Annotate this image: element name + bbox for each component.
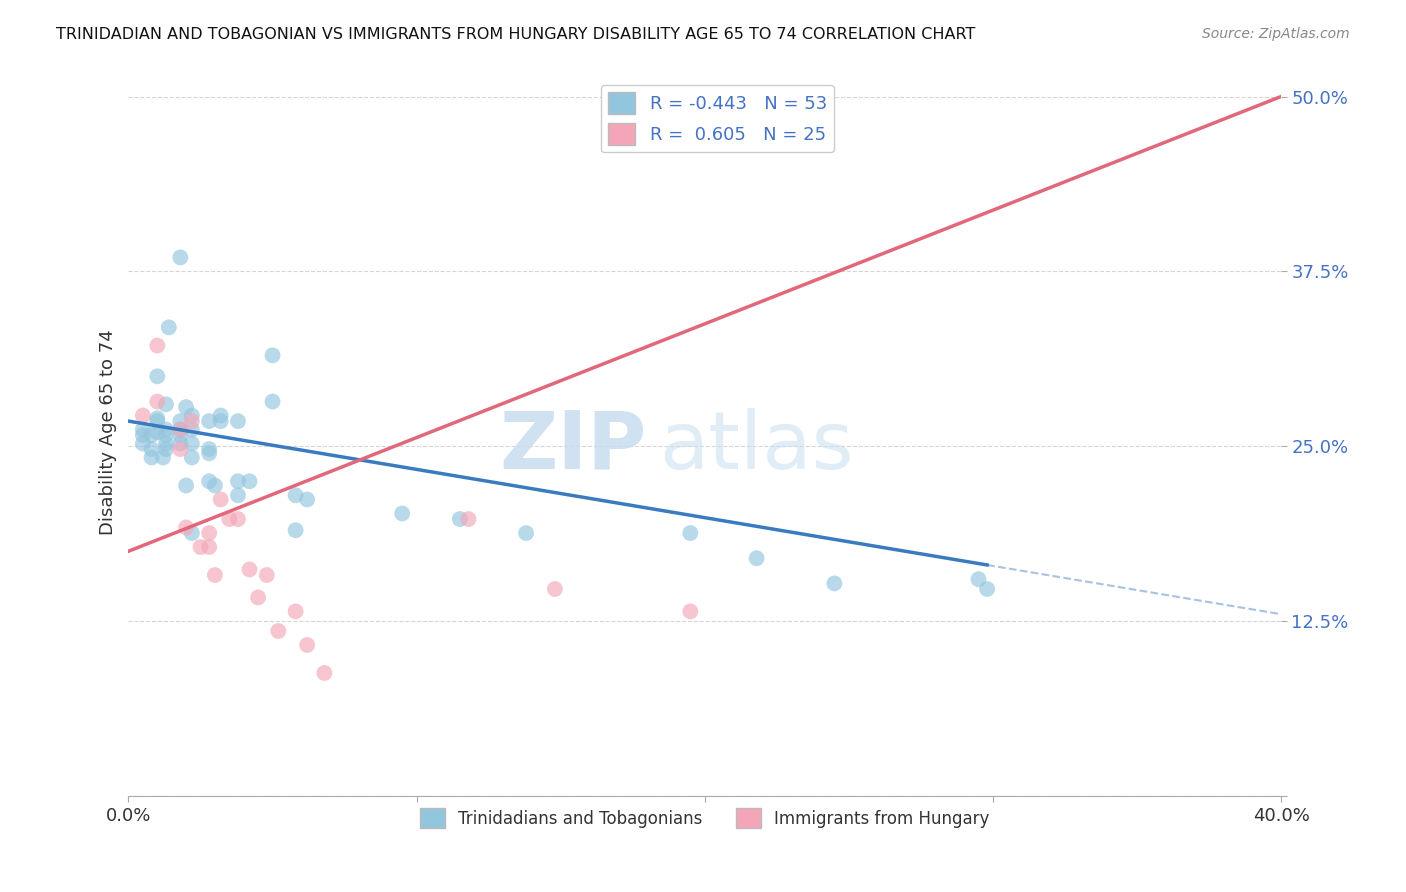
Point: [204, 478, 226, 492]
Point: [226, 414, 249, 428]
Point: [169, 423, 191, 437]
Point: [247, 591, 270, 605]
Point: [544, 582, 567, 596]
Point: [174, 520, 197, 534]
Point: [180, 423, 202, 437]
Point: [262, 348, 284, 362]
Point: [745, 551, 768, 566]
Point: [823, 576, 845, 591]
Point: [155, 397, 177, 411]
Point: [198, 414, 221, 428]
Point: [180, 526, 202, 541]
Point: [141, 450, 163, 465]
Point: [146, 411, 169, 425]
Point: [314, 665, 336, 680]
Point: [967, 572, 990, 586]
Point: [198, 526, 221, 541]
Point: [146, 414, 169, 428]
Point: [146, 425, 169, 440]
Point: [155, 442, 177, 456]
Point: [155, 436, 177, 450]
Point: [976, 582, 998, 596]
Point: [132, 423, 155, 437]
Point: [204, 568, 226, 582]
Point: [190, 540, 212, 554]
Point: [209, 414, 232, 428]
Point: [679, 604, 702, 618]
Point: [180, 450, 202, 465]
Point: [174, 400, 197, 414]
Point: [132, 428, 155, 442]
Point: [267, 624, 290, 638]
Point: [226, 475, 249, 489]
Point: [284, 523, 307, 537]
Point: [180, 409, 202, 423]
Point: [155, 423, 177, 437]
Point: [146, 338, 169, 352]
Point: [141, 428, 163, 442]
Point: [157, 320, 180, 334]
Point: [449, 512, 471, 526]
Point: [169, 423, 191, 437]
Point: [169, 442, 191, 456]
Point: [295, 638, 318, 652]
Point: [218, 512, 240, 526]
Point: [238, 475, 260, 489]
Point: [198, 446, 221, 460]
Point: [169, 428, 191, 442]
Point: [284, 604, 307, 618]
Point: [256, 568, 278, 582]
Point: [226, 512, 249, 526]
Point: [132, 409, 155, 423]
Point: [262, 394, 284, 409]
Point: [141, 442, 163, 456]
Point: [132, 436, 155, 450]
Point: [457, 512, 479, 526]
Point: [146, 369, 169, 384]
Point: [169, 436, 191, 450]
Text: ZIP: ZIP: [501, 408, 647, 486]
Point: [174, 478, 197, 492]
Legend: Trinidadians and Tobagonians, Immigrants from Hungary: Trinidadians and Tobagonians, Immigrants…: [413, 801, 997, 835]
Text: TRINIDADIAN AND TOBAGONIAN VS IMMIGRANTS FROM HUNGARY DISABILITY AGE 65 TO 74 CO: TRINIDADIAN AND TOBAGONIAN VS IMMIGRANTS…: [56, 27, 976, 42]
Point: [169, 414, 191, 428]
Point: [198, 540, 221, 554]
Point: [391, 507, 413, 521]
Point: [226, 488, 249, 502]
Point: [180, 414, 202, 428]
Text: atlas: atlas: [658, 408, 853, 486]
Point: [146, 394, 169, 409]
Point: [515, 526, 537, 541]
Text: Source: ZipAtlas.com: Source: ZipAtlas.com: [1202, 27, 1350, 41]
Point: [180, 436, 202, 450]
Point: [209, 409, 232, 423]
Point: [679, 526, 702, 541]
Point: [152, 450, 174, 465]
Point: [169, 251, 191, 265]
Point: [209, 492, 232, 507]
Point: [238, 562, 260, 576]
Point: [295, 492, 318, 507]
Point: [198, 442, 221, 456]
Point: [284, 488, 307, 502]
Point: [155, 428, 177, 442]
Point: [198, 475, 221, 489]
Y-axis label: Disability Age 65 to 74: Disability Age 65 to 74: [100, 329, 117, 535]
